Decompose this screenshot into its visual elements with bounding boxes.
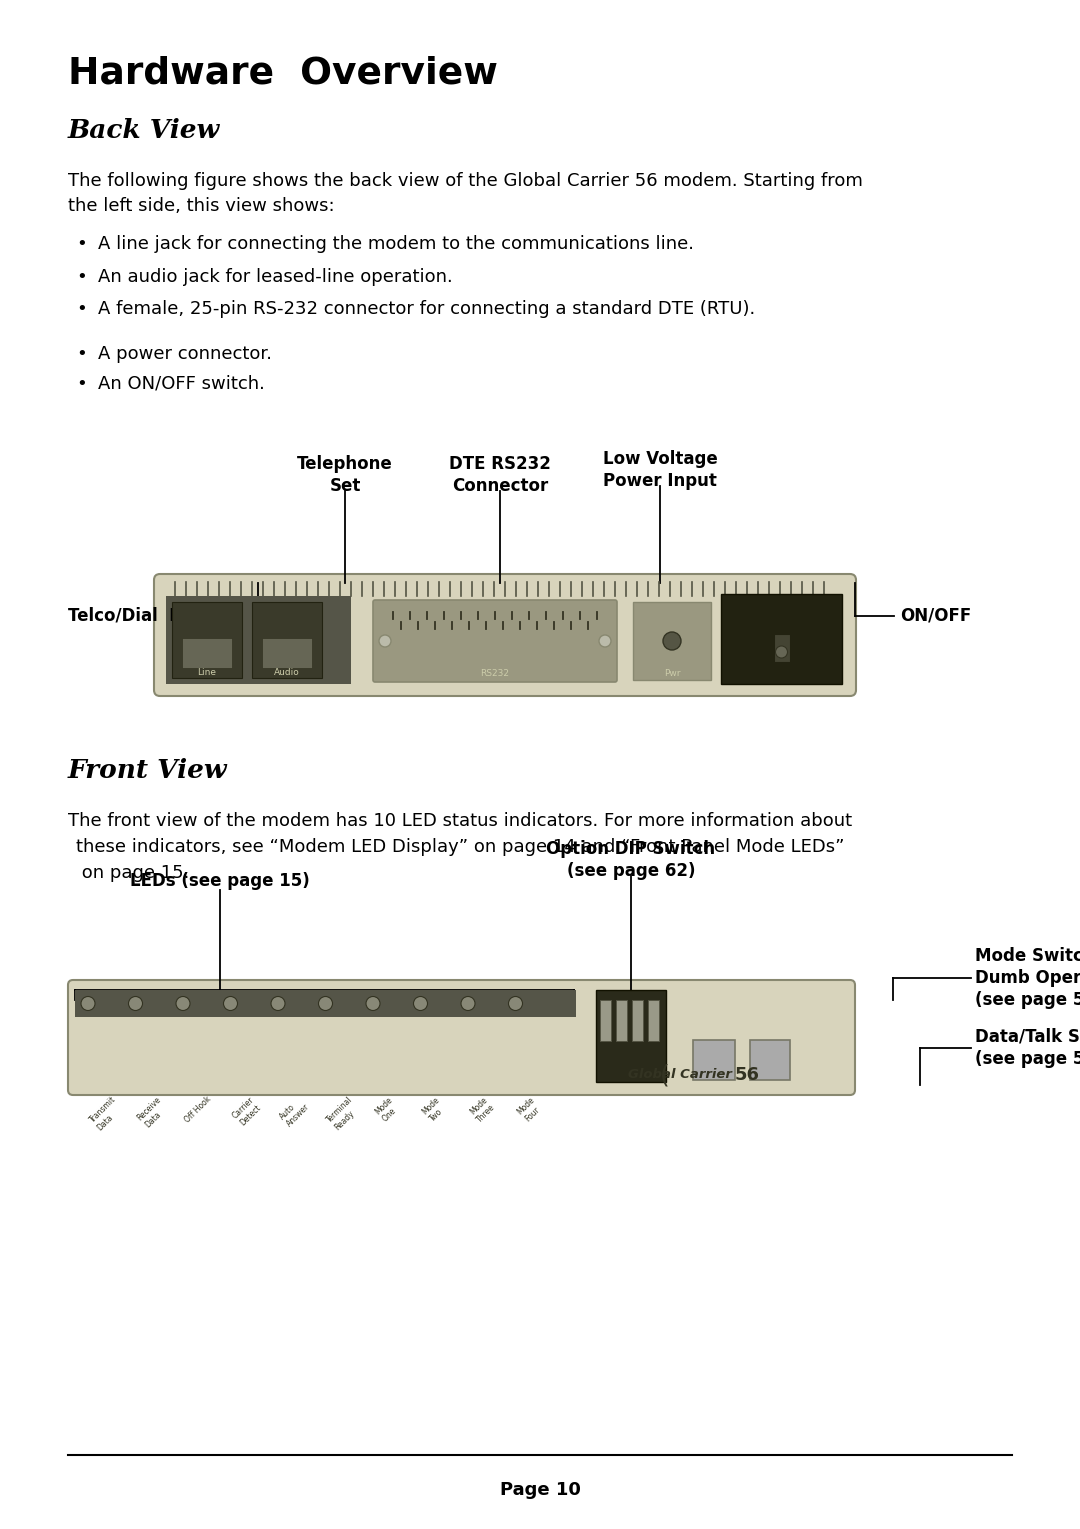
Circle shape: [509, 997, 523, 1011]
FancyBboxPatch shape: [154, 573, 856, 696]
Text: Low Voltage
Power Input: Low Voltage Power Input: [603, 450, 717, 489]
Text: Receive
Data: Receive Data: [135, 1095, 171, 1130]
Circle shape: [775, 645, 787, 657]
Text: (: (: [660, 1063, 670, 1087]
Bar: [633, 602, 711, 680]
Text: RS232: RS232: [481, 670, 510, 677]
Text: Transmit
Data: Transmit Data: [87, 1095, 125, 1131]
Text: Mode
Four: Mode Four: [515, 1095, 544, 1124]
Bar: [616, 1000, 627, 1041]
Text: Front View: Front View: [68, 758, 228, 783]
Text: LEDs (see page 15): LEDs (see page 15): [130, 872, 310, 890]
Bar: [262, 638, 312, 668]
Text: Pwr: Pwr: [664, 670, 680, 677]
Circle shape: [271, 997, 285, 1011]
Text: Option DIP Switch
(see page 62): Option DIP Switch (see page 62): [546, 839, 716, 881]
Text: on page 15.: on page 15.: [76, 864, 189, 882]
Circle shape: [379, 635, 391, 647]
FancyBboxPatch shape: [373, 599, 617, 682]
Text: Auto
Answer: Auto Answer: [278, 1095, 312, 1128]
Text: An ON/OFF switch.: An ON/OFF switch.: [98, 375, 265, 393]
Circle shape: [129, 997, 143, 1011]
Bar: [648, 1000, 659, 1041]
Circle shape: [176, 997, 190, 1011]
Text: An audio jack for leased-line operation.: An audio jack for leased-line operation.: [98, 268, 453, 286]
Text: Global Carrier: Global Carrier: [627, 1069, 731, 1081]
Bar: [600, 1000, 611, 1041]
Text: Mode
Two: Mode Two: [420, 1095, 449, 1124]
Bar: [172, 602, 242, 677]
Text: the left side, this view shows:: the left side, this view shows:: [68, 197, 335, 216]
Text: •: •: [76, 375, 86, 393]
Bar: [252, 602, 322, 677]
Circle shape: [81, 997, 95, 1011]
Circle shape: [461, 997, 475, 1011]
Text: Hardware  Overview: Hardware Overview: [68, 55, 498, 92]
Text: Telco/Dial  Line: Telco/Dial Line: [68, 607, 208, 625]
Text: ON/OFF: ON/OFF: [900, 607, 971, 625]
Text: Carrier
Detect: Carrier Detect: [230, 1095, 262, 1127]
Text: Line: Line: [198, 668, 216, 677]
Text: The following figure shows the back view of the Global Carrier 56 modem. Startin: The following figure shows the back view…: [68, 171, 863, 190]
Text: A female, 25-pin RS-232 connector for connecting a standard DTE (RTU).: A female, 25-pin RS-232 connector for co…: [98, 300, 755, 318]
Text: A power connector.: A power connector.: [98, 346, 272, 362]
Bar: [693, 1040, 735, 1079]
Text: Audio: Audio: [274, 668, 300, 677]
Text: •: •: [76, 268, 86, 286]
Text: 56: 56: [735, 1066, 760, 1084]
Text: Mode
One: Mode One: [373, 1095, 402, 1124]
Text: Telephone
Set: Telephone Set: [297, 454, 393, 495]
Text: The front view of the modem has 10 LED status indicators. For more information a: The front view of the modem has 10 LED s…: [68, 812, 852, 830]
Bar: [721, 593, 842, 683]
Bar: [750, 1040, 789, 1079]
Text: Back View: Back View: [68, 118, 220, 144]
Circle shape: [319, 997, 333, 1011]
Bar: [596, 989, 666, 1083]
Circle shape: [663, 631, 681, 650]
Text: •: •: [76, 235, 86, 252]
Bar: [632, 1000, 643, 1041]
Circle shape: [224, 997, 238, 1011]
Text: DTE RS232
Connector: DTE RS232 Connector: [449, 454, 551, 495]
Text: Terminal
Ready: Terminal Ready: [325, 1095, 362, 1131]
Bar: [166, 596, 351, 683]
Text: Data/Talk Switch
(see page 58): Data/Talk Switch (see page 58): [975, 1027, 1080, 1069]
Text: •: •: [76, 300, 86, 318]
Text: Mode Switch for
Dumb Operation
(see page 56): Mode Switch for Dumb Operation (see page…: [975, 946, 1080, 1009]
Bar: [183, 638, 232, 668]
Bar: [773, 635, 789, 662]
Circle shape: [366, 997, 380, 1011]
Text: these indicators, see “Modem LED Display” on page 14 and “Front Panel Mode LEDs”: these indicators, see “Modem LED Display…: [76, 838, 845, 856]
Text: •: •: [76, 346, 86, 362]
Text: Page 10: Page 10: [500, 1482, 580, 1498]
Bar: [75, 989, 576, 1017]
Text: Mode
Three: Mode Three: [468, 1095, 497, 1124]
Text: A line jack for connecting the modem to the communications line.: A line jack for connecting the modem to …: [98, 235, 694, 252]
Circle shape: [414, 997, 428, 1011]
FancyBboxPatch shape: [68, 980, 855, 1095]
Text: Off Hook: Off Hook: [183, 1095, 213, 1125]
Circle shape: [599, 635, 611, 647]
